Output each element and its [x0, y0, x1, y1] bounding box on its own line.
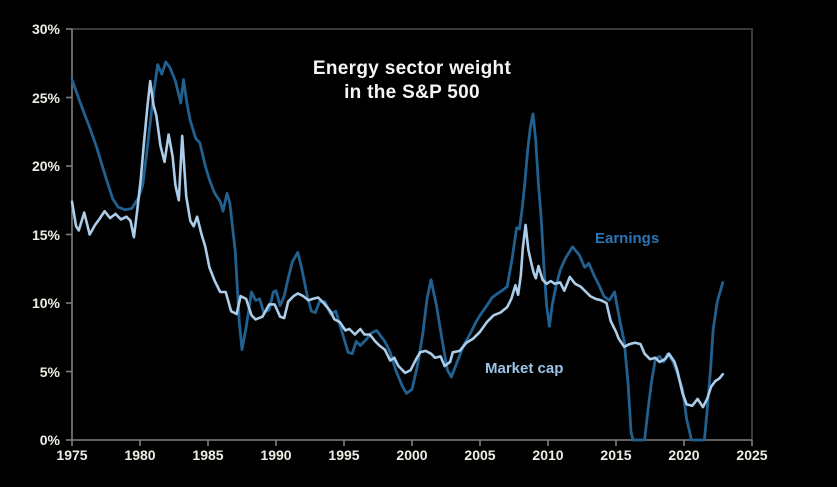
- x-tick-label: 1975: [56, 447, 88, 463]
- plot-border: [72, 28, 753, 440]
- x-tick-label: 1990: [260, 447, 292, 463]
- x-tick-label: 2010: [532, 447, 564, 463]
- chart-title-line-2: in the S&P 500: [344, 82, 480, 103]
- x-tick-label: 2015: [600, 447, 632, 463]
- x-tick-label: 2020: [668, 447, 700, 463]
- y-tick-label: 30%: [31, 21, 60, 37]
- y-tick-label: 15%: [31, 226, 60, 243]
- y-tick-label: 0%: [39, 432, 60, 448]
- market-cap-series-label: Market cap: [485, 360, 564, 377]
- earnings-line: [70, 60, 725, 442]
- y-tick-label: 10%: [31, 295, 60, 311]
- y-tick-label: 25%: [31, 89, 60, 106]
- y-tick-label: 5%: [39, 363, 60, 380]
- x-tick-label: 2000: [396, 447, 428, 463]
- chart-title: Energy sector weight in the S&P 500: [212, 57, 612, 105]
- x-tick-label: 1995: [328, 447, 360, 463]
- x-tick-label: 1980: [124, 447, 156, 463]
- earnings-series-label: Earnings: [595, 230, 660, 247]
- chart-title-line-1: Energy sector weight: [312, 58, 512, 79]
- y-tick-label: 20%: [31, 158, 60, 174]
- x-tick-label: 1985: [192, 447, 224, 463]
- x-tick-label: 2025: [736, 447, 768, 463]
- x-tick-label: 2005: [464, 447, 496, 463]
- market-cap-line: [70, 79, 725, 409]
